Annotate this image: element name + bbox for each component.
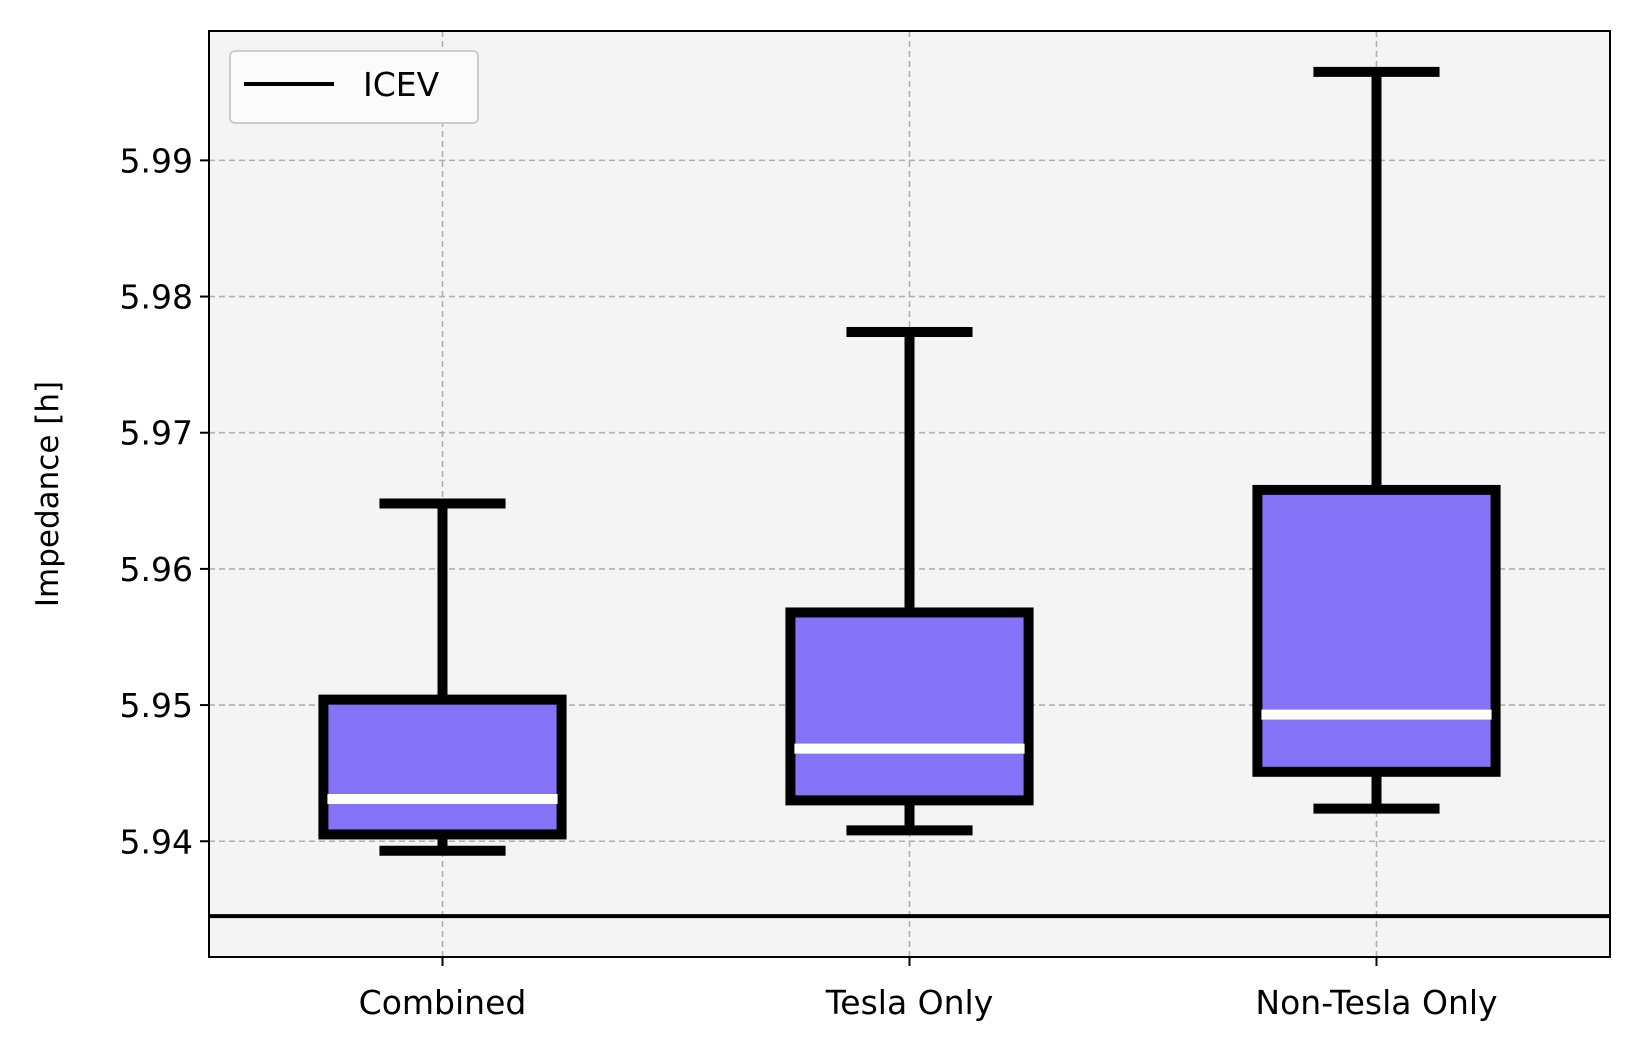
legend-box [229,50,479,124]
box-layer [318,66,1501,856]
box-non-tesla-only [1252,66,1501,814]
legend-icev-label: ICEV [363,65,440,104]
iqr-box [1252,484,1501,777]
box-tesla-only [785,326,1034,836]
x-tick-label: Combined [359,983,527,1022]
y-axis-ticks: 5.94 5.95 5.96 5.97 5.98 5.99 [120,141,209,861]
y-tick-label: 5.95 [120,686,193,725]
x-axis-ticks: Combined Tesla Only Non-Tesla Only [359,957,1498,1022]
y-tick-label: 5.94 [120,822,193,861]
y-tick-label: 5.97 [120,414,193,453]
x-tick-label: Tesla Only [825,983,994,1022]
x-tick-label: Non-Tesla Only [1255,983,1497,1022]
y-tick-label: 5.96 [120,550,193,589]
legend: ICEV [229,50,479,124]
box-combined [318,498,567,856]
iqr-box [785,607,1034,806]
y-tick-label: 5.98 [120,278,193,317]
iqr-box [318,694,567,840]
y-tick-label: 5.99 [120,141,193,180]
y-axis-title: Impedance [h] [30,381,66,607]
